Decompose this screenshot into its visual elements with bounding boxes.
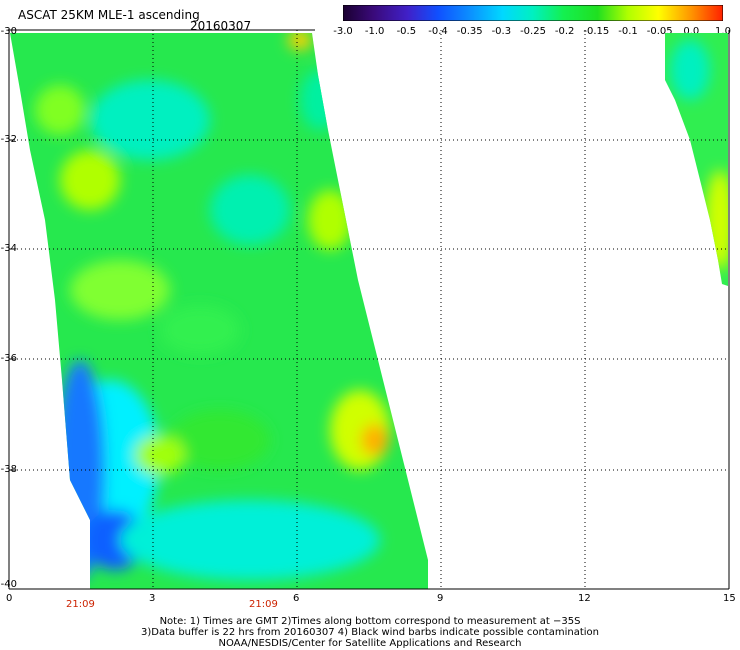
colorbar-tick-label: -0.25 — [520, 26, 546, 37]
note-line-2: 3)Data buffer is 22 hrs from 20160307 4)… — [141, 627, 599, 638]
lon-label: 12 — [578, 593, 591, 604]
note-line-1: Note: 1) Times are GMT 2)Times along bot… — [159, 616, 581, 627]
lat-label: -30 — [0, 26, 17, 37]
lat-label: -38 — [0, 464, 17, 475]
colorbar — [343, 5, 723, 21]
colorbar-tick-label: 0.0 — [683, 26, 700, 37]
lon-label: 6 — [293, 593, 300, 604]
lon-label: 9 — [437, 593, 444, 604]
colorbar-tick-label: 1.0 — [715, 26, 731, 37]
colorbar-tick-label: -0.35 — [456, 26, 483, 37]
lon-label: 3 — [149, 593, 156, 604]
lat-label: -32 — [0, 134, 17, 145]
lon-label: 15 — [723, 593, 736, 604]
graticule — [9, 30, 729, 589]
axes — [8, 29, 730, 590]
map-title: ASCAT 25KM MLE-1 ascending — [18, 8, 200, 22]
swath-main — [10, 33, 428, 589]
colorbar-tick-label: -0.05 — [646, 26, 673, 37]
time-label: 21:09 — [66, 599, 95, 610]
map-date: 20160307 — [190, 19, 252, 33]
colorbar-tick-label: -0.15 — [583, 26, 610, 37]
lat-label: -40 — [0, 579, 17, 590]
colorbar-tick-label: -0.2 — [554, 26, 575, 37]
lon-label: 0 — [6, 593, 13, 604]
colorbar-tick-label: -0.1 — [618, 26, 638, 37]
note-line-3: NOAA/NESDIS/Center for Satellite Applica… — [218, 638, 522, 649]
lat-label: -36 — [0, 353, 17, 364]
colorbar-tick-label: -3.0 — [333, 26, 353, 37]
lat-label: -34 — [0, 243, 17, 254]
colorbar-tick-label: -1.0 — [364, 26, 385, 37]
swath-right — [665, 33, 728, 286]
colorbar-tick-label: -0.4 — [428, 26, 448, 37]
colorbar-tick-label: -0.3 — [491, 26, 512, 37]
time-label: 21:09 — [249, 599, 278, 610]
colorbar-tick-label: -0.5 — [396, 26, 417, 37]
